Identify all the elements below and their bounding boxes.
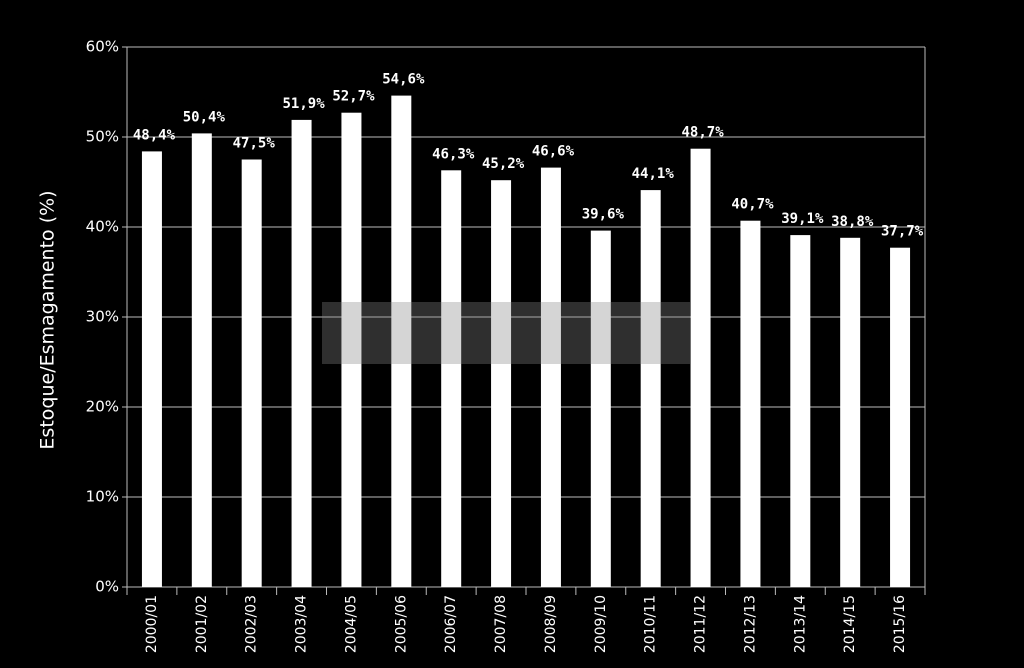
bar	[740, 220, 761, 587]
x-tick-label: 2015/16	[892, 595, 908, 653]
y-tick-label: 0%	[95, 578, 119, 596]
value-label: 51,9%	[282, 96, 325, 112]
y-tick-label: 60%	[86, 38, 119, 56]
x-tick-label: 2014/15	[842, 595, 858, 653]
bar	[441, 170, 462, 588]
value-label: 47,5%	[233, 136, 276, 152]
bar	[341, 112, 362, 587]
value-label: 37,7%	[881, 224, 924, 240]
x-tick-label: 2006/07	[443, 595, 459, 653]
y-axis-title: Estoque/Esmagamento (%)	[37, 190, 59, 449]
y-tick-label: 10%	[86, 488, 119, 506]
value-label: 39,1%	[781, 211, 824, 227]
bar	[540, 167, 561, 587]
x-tick-label: 2009/10	[593, 595, 609, 653]
bar	[840, 237, 861, 588]
value-label: 48,4%	[133, 127, 176, 143]
value-label: 46,3%	[432, 146, 475, 162]
bar	[890, 247, 911, 587]
value-label: 52,7%	[332, 89, 375, 105]
bar	[790, 235, 811, 587]
y-tick-label: 30%	[86, 308, 119, 326]
y-tick-label: 40%	[86, 218, 119, 236]
value-label: 50,4%	[183, 109, 226, 125]
bar	[590, 230, 611, 587]
x-tick-label: 2007/08	[493, 595, 509, 653]
bar	[191, 133, 212, 587]
x-tick-label: 2011/12	[693, 595, 709, 653]
value-label: 39,6%	[582, 207, 625, 223]
value-label: 54,6%	[382, 72, 425, 88]
x-tick-label: 2000/01	[144, 595, 160, 653]
bar	[640, 190, 661, 587]
value-label: 48,7%	[681, 125, 724, 141]
x-tick-label: 2013/14	[792, 595, 808, 653]
value-label: 46,6%	[532, 144, 575, 160]
y-tick-label: 50%	[86, 128, 119, 146]
x-tick-label: 2002/03	[244, 595, 260, 653]
value-label: 38,8%	[831, 214, 874, 230]
value-label: 45,2%	[482, 156, 525, 172]
value-label: 44,1%	[632, 166, 675, 182]
bar	[690, 148, 711, 587]
x-tick-label: 2008/09	[543, 595, 559, 653]
bar	[291, 119, 312, 588]
overlay-box	[322, 302, 690, 364]
x-tick-label: 2001/02	[194, 595, 210, 653]
bar	[141, 151, 162, 587]
bar	[391, 95, 412, 587]
value-label: 40,7%	[731, 197, 774, 213]
bar	[241, 159, 262, 587]
x-tick-label: 2012/13	[742, 595, 758, 653]
bar	[491, 180, 512, 587]
x-tick-label: 2004/05	[343, 595, 359, 653]
x-tick-label: 2010/11	[643, 595, 659, 653]
y-tick-label: 20%	[86, 398, 119, 416]
x-tick-label: 2005/06	[393, 595, 409, 653]
x-tick-label: 2003/04	[294, 595, 310, 653]
